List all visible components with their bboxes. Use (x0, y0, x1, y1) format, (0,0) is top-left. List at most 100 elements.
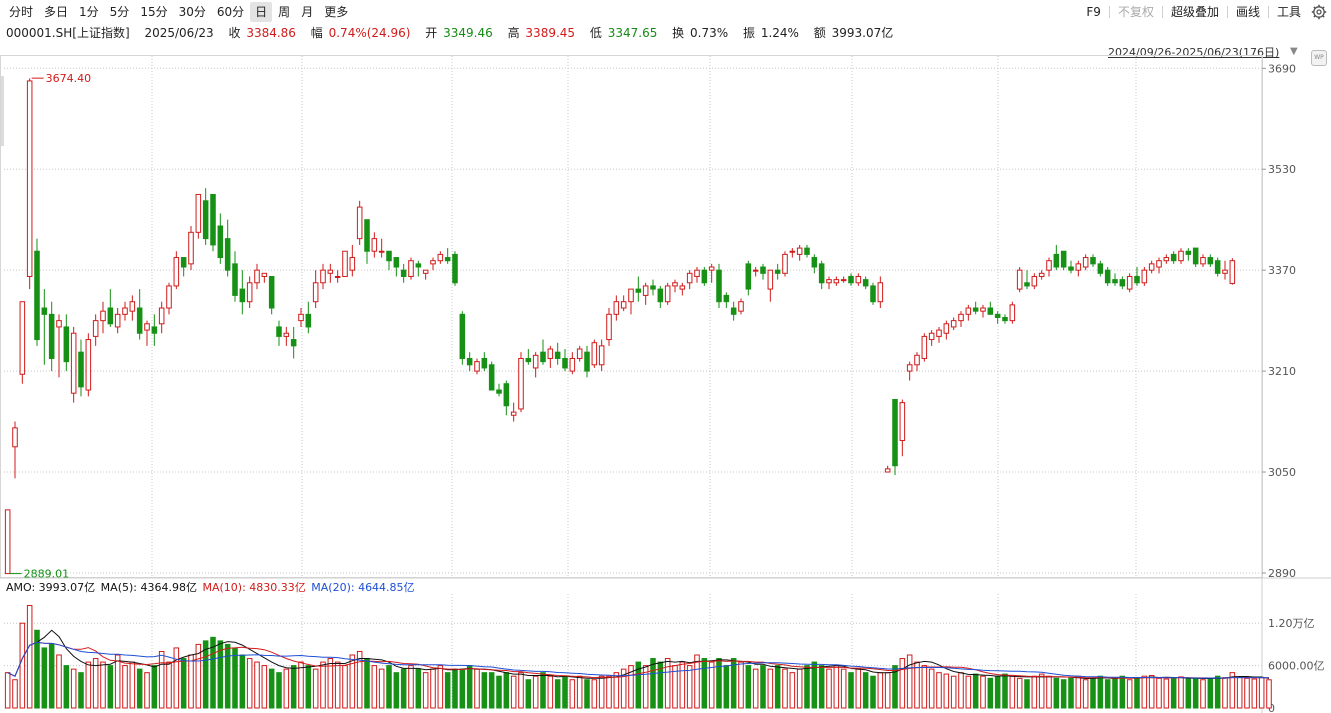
volume-bar-up (613, 672, 620, 709)
volume-bar-up (4, 672, 11, 709)
candle-down (1119, 279, 1126, 287)
volume-bar-up (1244, 677, 1250, 709)
volume-bar-down (1053, 677, 1060, 709)
volume-bar-down (562, 675, 568, 709)
volume-bar-up (855, 668, 862, 709)
period-tab[interactable]: 周 (278, 5, 291, 19)
overlay-button[interactable]: 超级叠加 (1170, 5, 1219, 19)
period-tab[interactable]: 15分 (140, 5, 168, 19)
volume-bar-up (1038, 673, 1045, 709)
candle-up (56, 320, 62, 328)
candle-up (936, 329, 942, 337)
volume-bar-up (1229, 672, 1236, 709)
ma10-legend: MA(10): 4830.33亿 (202, 581, 306, 594)
candle-up (408, 260, 414, 277)
volume-bar-down (1207, 677, 1214, 709)
period-tab[interactable]: 更多 (324, 5, 349, 19)
wp-icon[interactable]: WP (1311, 50, 1327, 66)
candle-down (818, 263, 825, 284)
volume-bar-down (650, 658, 656, 709)
volume-bar-up (1126, 679, 1133, 709)
period-tab[interactable]: 多日 (44, 5, 69, 19)
period-tabs: 分时 多日 1分 5分 15分 30分 60分日周月更多 (4, 2, 354, 22)
candle-down (1112, 279, 1118, 284)
volume-bar-up (1163, 678, 1170, 709)
candle-down (1060, 250, 1067, 268)
candle-up (70, 332, 77, 394)
candle-up (1178, 250, 1184, 262)
right-tools: F9 不复权 超级叠加 画线 工具 (1080, 2, 1327, 22)
candle-up (686, 272, 693, 284)
candle-down (554, 351, 561, 359)
draw-line-button[interactable]: 画线 (1235, 5, 1260, 19)
volume-bar-up (547, 675, 554, 709)
dropdown-arrow-icon[interactable]: ▼ (1290, 46, 1298, 57)
candle-up (855, 275, 862, 284)
candle-up (1163, 257, 1170, 262)
volume-bar-up (371, 665, 378, 709)
volume-bar-up (195, 643, 202, 709)
volume-bar-down (305, 665, 312, 709)
candle-up (430, 260, 436, 265)
scroll-handle[interactable] (0, 76, 4, 146)
candle-up (547, 348, 554, 359)
candle-down (290, 339, 297, 347)
candle-up (188, 231, 194, 265)
candle-down (716, 269, 722, 303)
tools-button[interactable]: 工具 (1276, 5, 1301, 19)
volume-bar-up (26, 605, 33, 709)
candle-down (760, 266, 766, 274)
volume-bar-up (19, 622, 26, 709)
volume-bar-up (518, 672, 524, 709)
candle-up (1082, 257, 1089, 268)
volume-bar-down (48, 643, 55, 709)
volume-bar-down (540, 672, 546, 709)
volume-bar-up (474, 668, 480, 709)
candle-up (767, 269, 774, 290)
period-tab[interactable]: 分时 (9, 5, 34, 19)
period-tab[interactable]: 1分 (79, 5, 99, 19)
candle-up (1229, 260, 1236, 284)
volume-bar-down (1170, 677, 1177, 709)
candle-up (92, 320, 99, 337)
candle-up (606, 313, 612, 341)
candle-up (914, 354, 920, 366)
candle-down (811, 257, 818, 268)
gear-icon[interactable] (1311, 4, 1327, 20)
candle-down (774, 269, 781, 274)
period-tab[interactable]: 5分 (109, 5, 130, 19)
volume-bar-up (840, 668, 847, 709)
volume-bar-down (1002, 673, 1008, 709)
candle-up (1148, 263, 1155, 271)
price-tick-label: 3210 (1268, 365, 1296, 378)
volume-bar-up (796, 668, 803, 709)
volume-bar-down (151, 665, 158, 709)
candle-up (349, 257, 356, 271)
volume-bar-up (598, 675, 605, 709)
f9-button[interactable]: F9 (1086, 5, 1101, 19)
candle-down (386, 250, 392, 262)
candle-down (1170, 253, 1177, 262)
amplitude-label: 振 (742, 26, 755, 40)
close-value: 3384.86 (246, 26, 296, 40)
adjust-button[interactable]: 不复权 (1117, 5, 1154, 19)
volume-bar-up (752, 668, 759, 709)
volume-bar-down (415, 668, 422, 709)
volume-bar-down (481, 672, 488, 709)
volume-bar-down (1024, 679, 1030, 709)
volume-bar-down (811, 661, 818, 709)
volume-bar-down (774, 665, 781, 709)
candle-up (591, 342, 598, 366)
volume-bar-up (950, 675, 957, 709)
candle-down (1053, 253, 1060, 268)
candle-up (474, 361, 480, 372)
period-tab[interactable]: 月 (301, 5, 314, 19)
candle-up (1222, 269, 1228, 274)
candle-down (525, 357, 532, 363)
period-tab[interactable]: 30分 (178, 5, 206, 19)
period-tab[interactable]: 60分 (216, 5, 245, 19)
volume-bar-down (1185, 677, 1192, 709)
candle-up (1009, 304, 1016, 322)
volume-bar-up (620, 668, 627, 709)
period-tab[interactable]: 日 (250, 2, 273, 22)
